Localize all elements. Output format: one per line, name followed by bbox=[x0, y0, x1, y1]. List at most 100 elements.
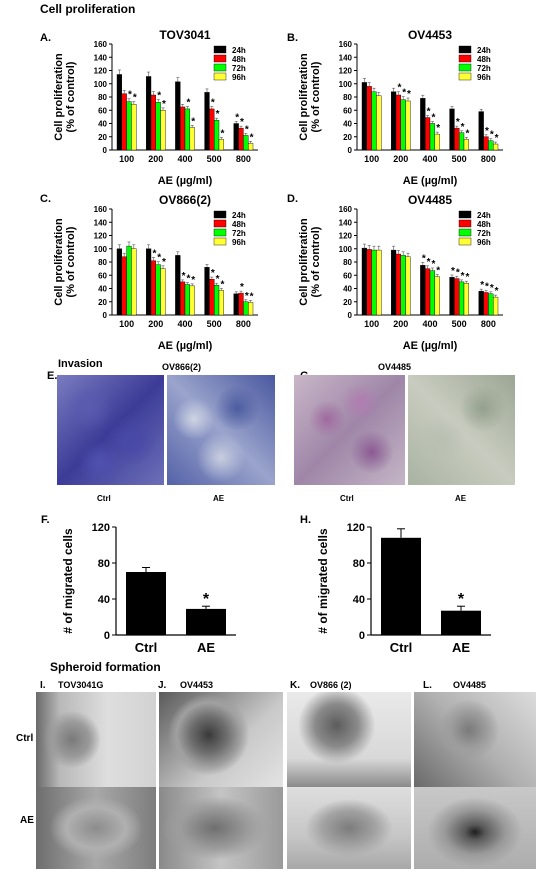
significance-star: * bbox=[220, 280, 224, 291]
significance-star: * bbox=[191, 275, 195, 286]
bar bbox=[463, 282, 470, 316]
label-g-ctrl: Ctrl bbox=[340, 494, 354, 503]
spheroid-k-ae bbox=[287, 787, 411, 869]
y-tick-label: 40 bbox=[343, 120, 352, 129]
bar bbox=[420, 98, 426, 151]
x-tick-label: 500 bbox=[207, 319, 222, 329]
bar bbox=[213, 284, 220, 316]
panel-letter-a: A. bbox=[40, 32, 51, 44]
legend-swatch bbox=[458, 45, 472, 54]
x-tick-label: 500 bbox=[452, 154, 467, 164]
x-tick-label: 100 bbox=[364, 154, 379, 164]
significance-star: * bbox=[152, 248, 156, 259]
y-tick-label: 160 bbox=[339, 205, 353, 214]
chart-b: OV4453 Cell proliferation (% of control) AE… bbox=[298, 28, 503, 187]
y-tick-label: 0 bbox=[348, 146, 353, 155]
x-tick-label: Ctrl bbox=[390, 640, 412, 655]
y-tick-label: 80 bbox=[343, 93, 352, 102]
bar bbox=[116, 74, 123, 151]
legend-swatch bbox=[458, 54, 472, 63]
panel-letter-i: I. bbox=[40, 680, 46, 691]
legend-label: 24h bbox=[477, 211, 491, 220]
spheroid-title-i: TOV3041G bbox=[58, 680, 104, 690]
bar bbox=[454, 127, 460, 151]
legend-label: 24h bbox=[232, 211, 246, 220]
bar bbox=[400, 255, 406, 316]
legend-label: 48h bbox=[232, 220, 246, 229]
significance-star: * bbox=[211, 268, 215, 279]
bar bbox=[434, 133, 440, 151]
legend-swatch bbox=[458, 63, 472, 72]
bar bbox=[395, 94, 402, 151]
bar bbox=[184, 284, 191, 316]
significance-star: * bbox=[402, 88, 406, 99]
panel-letter-b: B. bbox=[287, 32, 298, 44]
y-tick-label: 20 bbox=[343, 133, 352, 142]
legend-label: 96h bbox=[232, 73, 246, 82]
spheroid-i-ctrl bbox=[36, 692, 156, 787]
x-tick-label: 400 bbox=[177, 319, 192, 329]
bar bbox=[131, 104, 137, 151]
bar bbox=[243, 301, 249, 316]
y-tick-label: 20 bbox=[98, 133, 107, 142]
significance-star: * bbox=[240, 117, 244, 128]
section-title-proliferation: Cell proliferation bbox=[40, 2, 136, 16]
bar bbox=[204, 267, 210, 316]
y-tick-label: 100 bbox=[339, 245, 353, 254]
panel-letter-c: C. bbox=[40, 193, 51, 205]
bar bbox=[233, 293, 239, 316]
y-tick-label: 120 bbox=[92, 522, 110, 534]
bar bbox=[243, 135, 249, 151]
significance-star: * bbox=[157, 90, 161, 101]
section-title-invasion: Invasion bbox=[58, 358, 103, 370]
y-tick-label: 60 bbox=[98, 106, 107, 115]
bar bbox=[186, 608, 226, 635]
legend-label: 96h bbox=[477, 238, 491, 247]
bar bbox=[209, 108, 215, 151]
y-tick-label: 80 bbox=[353, 558, 365, 570]
chart-title: TOV3041 bbox=[159, 28, 210, 42]
significance-star: * bbox=[490, 283, 494, 294]
significance-star: * bbox=[203, 591, 210, 608]
legend-label: 72h bbox=[477, 64, 491, 73]
invasion-title-g: OV4485 bbox=[378, 362, 412, 372]
bar bbox=[155, 264, 161, 316]
y-axis-label: Cell proliferation bbox=[298, 218, 310, 306]
invasion-title-e: OV866(2) bbox=[162, 362, 202, 372]
x-tick-label: AE bbox=[197, 640, 215, 655]
significance-star: * bbox=[436, 265, 440, 276]
y-axis-label: (% of control) bbox=[310, 226, 322, 297]
bar bbox=[131, 248, 137, 316]
panel-letter-l: L. bbox=[423, 680, 432, 691]
micrograph-g-ctrl bbox=[294, 375, 405, 485]
spheroid-l-ctrl bbox=[414, 692, 536, 787]
significance-star: * bbox=[240, 282, 244, 293]
bar bbox=[458, 281, 465, 316]
spheroid-title-j: OV4453 bbox=[180, 680, 214, 690]
y-tick-label: 80 bbox=[98, 558, 110, 570]
y-tick-label: 0 bbox=[359, 630, 365, 642]
y-tick-label: 20 bbox=[343, 298, 352, 307]
bar bbox=[233, 123, 239, 151]
x-tick-label: 200 bbox=[393, 154, 408, 164]
y-axis-label: Cell proliferation bbox=[53, 53, 65, 141]
x-tick-label: 800 bbox=[481, 319, 496, 329]
significance-star: * bbox=[485, 126, 489, 137]
bar bbox=[424, 268, 431, 316]
significance-star: * bbox=[456, 117, 460, 128]
spheroid-title-l: OV4485 bbox=[453, 680, 487, 690]
significance-star: * bbox=[456, 267, 460, 278]
y-tick-label: 80 bbox=[98, 258, 107, 267]
bar bbox=[247, 302, 254, 316]
y-tick-label: 100 bbox=[94, 80, 108, 89]
y-tick-label: 160 bbox=[94, 205, 108, 214]
panel-letter-h: H. bbox=[300, 514, 311, 526]
x-tick-label: 800 bbox=[236, 319, 251, 329]
spheroid-title-k: OV866 (2) bbox=[310, 680, 352, 690]
significance-star: * bbox=[397, 83, 401, 94]
significance-star: * bbox=[191, 116, 195, 127]
x-tick-label: 200 bbox=[393, 319, 408, 329]
row-label-ae: AE bbox=[20, 815, 34, 826]
bar bbox=[238, 292, 244, 316]
chart-c: OV866(2) Cell proliferation (% of control)… bbox=[53, 193, 258, 352]
